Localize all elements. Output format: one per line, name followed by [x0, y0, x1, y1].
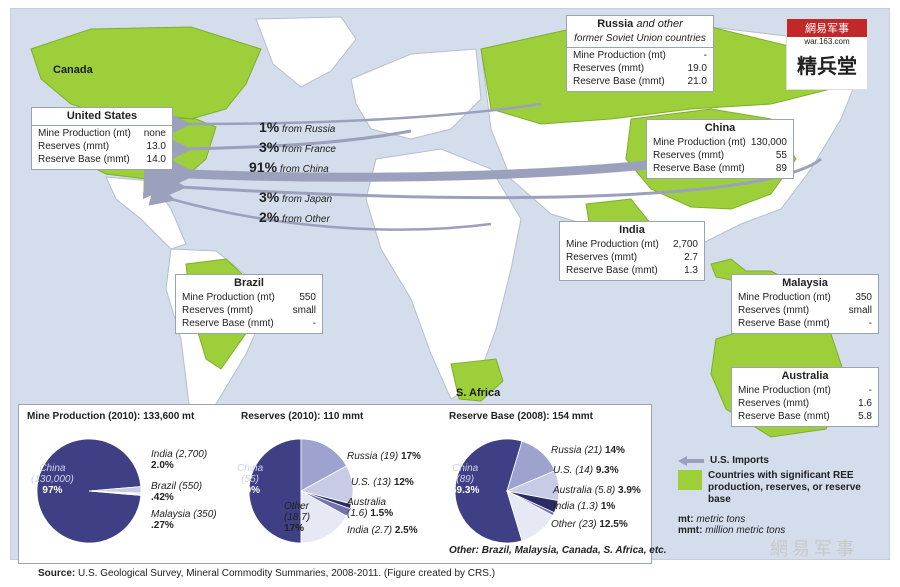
legend-item-imports: U.S. Imports	[678, 455, 883, 466]
import-label-russia: 1% from Russia	[259, 119, 336, 135]
pie2-label-australia: Australia (1.6) 1.5%	[347, 497, 394, 519]
canada-shape	[30, 26, 262, 120]
greenland-shape	[255, 16, 357, 88]
pie3-slice-other	[506, 490, 554, 542]
pie2-label-russia: Russia (19) 17%	[347, 451, 421, 462]
africa-shape	[365, 148, 522, 400]
pie2-slice-other	[300, 490, 348, 544]
infobox-russia: Russia and other former Soviet Union cou…	[566, 15, 714, 92]
legend: U.S. Imports Countries with significant …	[678, 455, 883, 536]
pie2-label-other: Other (18.7) 17%	[284, 501, 311, 534]
pie3-slice-china	[454, 438, 523, 544]
infobox-title: Australia	[781, 370, 829, 382]
logo-top-text: 網易军事	[787, 19, 867, 37]
infobox-malaysia: Malaysia Mine Production (mt) 350 Reserve…	[731, 274, 879, 334]
pie1-label-india: India (2,700) 2.0%	[151, 449, 208, 471]
source-note: Source: U.S. Geological Survey, Mineral …	[38, 568, 496, 579]
infobox-title: China	[704, 122, 736, 134]
import-arrow-russia	[165, 102, 542, 137]
legend-mt: mt: metric tons	[678, 514, 746, 525]
import-arrow-france	[161, 129, 412, 165]
pie1-label-china: China (130,000) 97%	[31, 463, 74, 496]
legend-arrow-icon	[678, 455, 704, 466]
import-label-france: 3% from France	[259, 139, 336, 155]
pie2-label-us: U.S. (13) 12%	[351, 477, 414, 488]
infobox-title: United States	[66, 110, 138, 122]
pie-title-mine-production: Mine Production (2010): 133,600 mt	[27, 411, 195, 422]
infobox-china: China Mine Production (mt) 130,000 Reserv…	[646, 119, 794, 179]
pie-title-reserves: Reserves (2010): 110 mmt	[241, 411, 364, 422]
central-america-shape	[105, 176, 187, 250]
import-label-china: 91% from China	[249, 159, 329, 175]
infobox-india: India Mine Production (mt) 2,700 Reserves…	[559, 221, 705, 281]
netease-military-logo: 網易军事 war.163.com 精兵堂	[786, 18, 868, 90]
infobox-title: Malaysia	[782, 277, 828, 289]
legend-item-ree: Countries with significant REE productio…	[678, 470, 883, 506]
pie2-label-china: China (55) 50%	[237, 463, 264, 496]
pie3-label-us: U.S. (14) 9.3%	[553, 465, 619, 476]
pie-note: Other: Brazil, Malaysia, Canada, S. Afri…	[449, 545, 667, 556]
pie3-label-russia: Russia (21) 14%	[551, 445, 625, 456]
pie3-label-australia: Australia (5.8) 3.9%	[553, 485, 641, 496]
infobox-title: India	[619, 224, 645, 236]
pie-title-reserve-base: Reserve Base (2008): 154 mmt	[449, 411, 593, 422]
infobox-title: Brazil	[234, 277, 264, 289]
pie1-label-brazil: Brazil (550) .42%	[151, 481, 203, 503]
region-label-south-africa: S. Africa	[456, 387, 501, 399]
pie3-label-other: Other (23) 12.5%	[551, 519, 628, 530]
import-arrow-china	[142, 145, 702, 200]
europe-shape	[350, 48, 482, 140]
pie-charts-canvas	[36, 438, 560, 544]
pie1-label-malaysia: Malaysia (350) .27%	[151, 509, 217, 531]
pie-charts-panel: Mine Production (2010): 133,600 mt Reser…	[18, 404, 667, 564]
import-label-japan: 3% from Japan	[259, 189, 333, 205]
pie2-slice-russia	[300, 438, 348, 492]
legend-swatch-icon	[678, 470, 702, 490]
logo-url-text: war.163.com	[804, 37, 850, 46]
region-label-canada: Canada	[53, 64, 93, 76]
infobox-title: Russia and other	[597, 18, 683, 30]
import-arrow-other	[148, 181, 492, 231]
pie2-label-india: India (2.7) 2.5%	[347, 525, 418, 536]
import-label-other: 2% from Other	[259, 209, 330, 225]
pie2-slice-china	[248, 438, 302, 544]
infobox-united-states: United States Mine Production (mt) none R…	[31, 107, 173, 170]
south-africa-shape	[450, 358, 504, 402]
pie3-label-india: India (1.3) 1%	[553, 501, 616, 512]
pie1-slice-china	[36, 438, 142, 544]
pie1-slice-malaysia	[88, 490, 142, 496]
logo-main-text: 精兵堂	[797, 54, 857, 78]
infobox-brazil: Brazil Mine Production (mt) 550 Reserves …	[175, 274, 323, 334]
legend-mmt: mmt: million metric tons	[678, 525, 786, 536]
watermark: 網易军事	[770, 539, 858, 559]
infobox-australia: Australia Mine Production (mt) - Reserves…	[731, 367, 879, 427]
pie3-label-china: China (89) 59.3%	[451, 463, 480, 496]
